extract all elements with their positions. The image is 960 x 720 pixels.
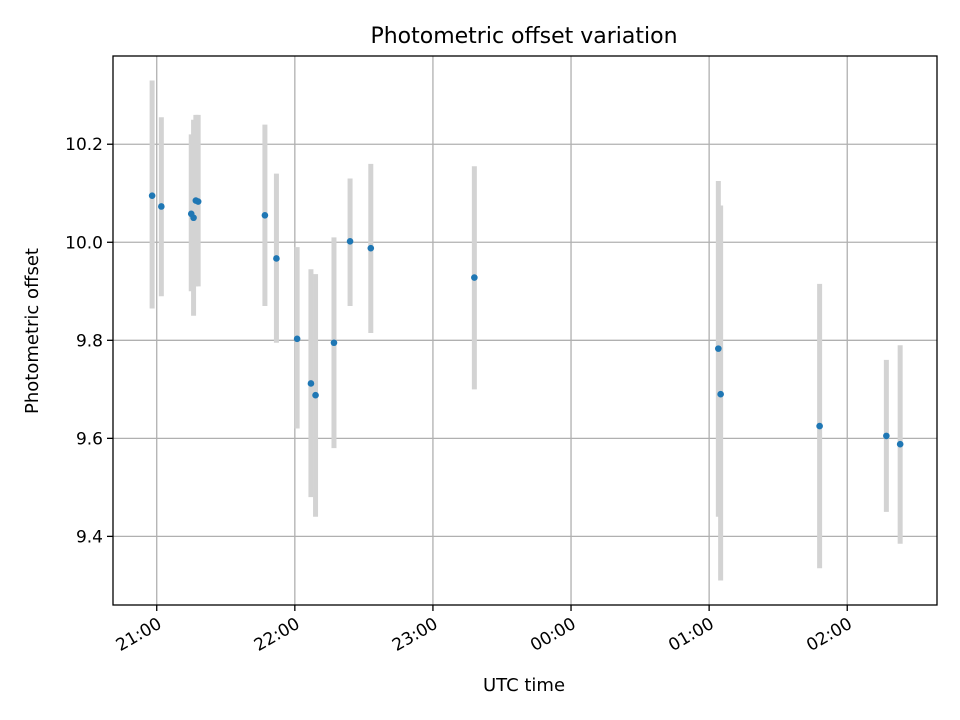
x-tick-label: 22:00 [251, 614, 303, 656]
data-point [293, 335, 301, 343]
y-axis-ticks: 9.4 9.6 9.8 10.0 10.2 [65, 135, 113, 547]
data-point [715, 345, 722, 352]
y-tick-label: 9.8 [76, 331, 103, 351]
x-tick-label: 00:00 [527, 614, 579, 656]
data-point [148, 192, 156, 200]
data-point [471, 274, 478, 281]
data-point [261, 212, 269, 219]
data-points [148, 192, 904, 448]
data-point [896, 440, 904, 448]
y-tick-label: 10.2 [65, 135, 103, 155]
grid [113, 56, 937, 605]
data-point [158, 203, 165, 210]
x-tick-label: 02:00 [803, 614, 855, 656]
y-tick-label: 10.0 [65, 233, 103, 253]
plot-frame [112, 55, 938, 606]
chart-title: Photometric offset variation [370, 24, 677, 49]
error-bars [149, 80, 903, 581]
x-axis-label: UTC time [483, 675, 565, 696]
data-point [883, 432, 890, 440]
data-point [330, 339, 338, 347]
data-point [717, 390, 724, 398]
y-tick-label: 9.6 [76, 429, 103, 449]
x-axis-ticks: 21:00 22:00 23:00 00:00 01:00 02:00 [113, 605, 856, 656]
y-axis-label: Photometric offset [22, 248, 43, 414]
data-point [194, 198, 202, 205]
data-point [307, 380, 315, 387]
data-point [367, 244, 375, 252]
x-tick-label: 01:00 [665, 614, 717, 656]
x-tick-label: 21:00 [113, 614, 165, 656]
x-tick-label: 23:00 [389, 614, 441, 656]
data-point [190, 214, 197, 222]
data-point [312, 391, 319, 399]
data-point [273, 255, 280, 262]
data-point [346, 237, 354, 245]
y-tick-label: 9.4 [76, 527, 103, 547]
data-point [816, 422, 823, 430]
